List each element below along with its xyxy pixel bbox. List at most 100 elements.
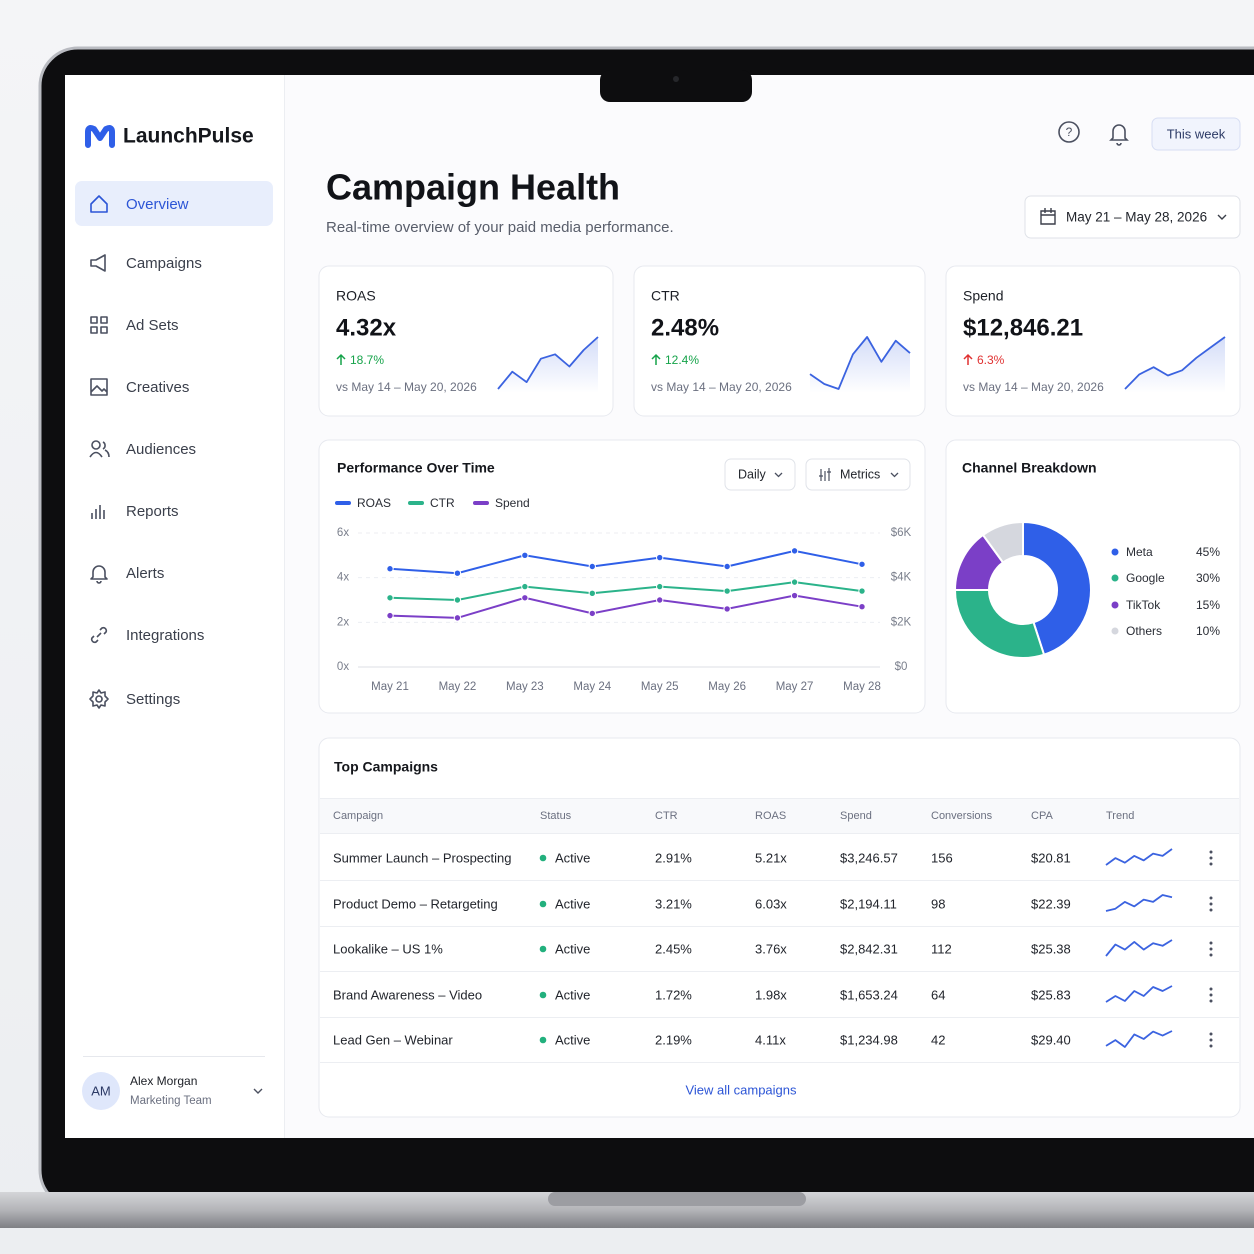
data-point <box>588 562 596 571</box>
table-title: Top Campaigns <box>334 759 438 775</box>
date-range[interactable]: May 21 – May 28, 2026 <box>1066 210 1207 225</box>
row-menu-dot[interactable] <box>1209 1044 1213 1048</box>
view-all-link[interactable]: View all campaigns <box>685 1082 797 1097</box>
y2-tick-label: $6K <box>891 527 912 539</box>
legend-label: ROAS <box>357 496 391 510</box>
kpi-change: 6.3% <box>977 353 1005 367</box>
series-line <box>389 581 863 602</box>
kpi-label: Spend <box>963 288 1003 304</box>
campaign-name[interactable]: Brand Awareness – Video <box>333 987 482 1002</box>
row-menu-dot[interactable] <box>1209 941 1213 945</box>
change-arrow <box>963 353 973 365</box>
control-label[interactable]: Metrics <box>840 467 880 481</box>
nav-item[interactable]: Reports <box>126 503 179 520</box>
nav-item[interactable]: Ad Sets <box>126 317 179 334</box>
table-cell: 6.03x <box>755 896 787 911</box>
column-header: Campaign <box>333 810 383 822</box>
data-point <box>521 594 529 602</box>
logo-mark <box>85 125 115 148</box>
sparkline <box>1105 1030 1173 1048</box>
avatar[interactable] <box>82 1072 120 1110</box>
user-team: Marketing Team <box>130 1095 212 1107</box>
legend-value: 10% <box>1196 624 1220 638</box>
table-cell: 3.21% <box>655 896 692 911</box>
camera-notch <box>600 70 752 102</box>
y2-tick-label: $2K <box>891 616 912 628</box>
y-tick-label: 0x <box>337 661 349 673</box>
control-button[interactable] <box>805 458 911 491</box>
table-cell: Active <box>555 850 590 865</box>
table-cell: 156 <box>931 850 953 865</box>
x-tick-label: May 27 <box>776 681 814 693</box>
data-point <box>453 596 462 604</box>
row-menu-dot[interactable] <box>1209 947 1213 951</box>
row-menu-dot[interactable] <box>1209 953 1213 957</box>
chevron <box>1217 214 1227 220</box>
nav-item[interactable]: Integrations <box>126 627 204 644</box>
help-icon[interactable] <box>1058 121 1080 143</box>
table-cell: Active <box>555 896 590 911</box>
sparkline-area <box>810 337 910 393</box>
help-glyph: ? <box>1066 125 1073 139</box>
table-cell: Active <box>555 1032 590 1047</box>
change-arrow <box>336 353 346 365</box>
sidebar <box>65 75 284 1138</box>
sparkline <box>497 336 599 390</box>
column-header: CPA <box>1031 810 1053 822</box>
nav-item[interactable]: Overview <box>126 196 189 213</box>
nav-item[interactable]: Alerts <box>126 565 164 582</box>
kpi-label: CTR <box>651 288 680 304</box>
table-cell: 98 <box>931 896 945 911</box>
legend-dot <box>1111 548 1119 556</box>
nav-active-bg[interactable] <box>75 181 273 226</box>
campaign-name[interactable]: Summer Launch – Prospecting <box>333 850 511 865</box>
row-menu-dot[interactable] <box>1209 862 1213 866</box>
user-menu-chevron[interactable] <box>253 1088 263 1094</box>
row-menu-dot[interactable] <box>1209 999 1213 1003</box>
column-header: Trend <box>1106 810 1134 822</box>
row-menu-dot[interactable] <box>1209 896 1213 900</box>
series-line <box>389 594 863 619</box>
nav-item[interactable]: Campaigns <box>126 255 202 272</box>
row-menu-dot[interactable] <box>1209 908 1213 912</box>
donut-segment <box>953 589 1046 659</box>
campaign-name[interactable]: Lead Gen – Webinar <box>333 1032 453 1047</box>
legend-value: 45% <box>1196 545 1220 559</box>
campaign-name[interactable]: Product Demo – Retargeting <box>333 896 498 911</box>
date-picker[interactable] <box>1024 195 1241 239</box>
bell-icon[interactable] <box>1109 124 1129 146</box>
nav-item[interactable]: Settings <box>126 691 180 708</box>
kpi-value: 2.48% <box>651 314 719 341</box>
column-header: ROAS <box>755 810 786 822</box>
data-point <box>723 605 731 613</box>
row-menu-dot[interactable] <box>1209 1032 1213 1036</box>
legend-label: TikTok <box>1126 598 1161 612</box>
sparkline-area <box>498 337 598 393</box>
row-menu-dot[interactable] <box>1209 987 1213 991</box>
row-menu-dot[interactable] <box>1209 993 1213 997</box>
nav-item[interactable]: Creatives <box>126 379 189 396</box>
row-menu-dot[interactable] <box>1209 850 1213 854</box>
data-point <box>790 578 799 586</box>
logo-text[interactable]: LaunchPulse <box>123 125 254 148</box>
row-menu-dot[interactable] <box>1209 902 1213 906</box>
table-cell: 112 <box>931 941 952 956</box>
kpi-change: 12.4% <box>665 353 699 367</box>
row-menu-dot[interactable] <box>1209 1038 1213 1042</box>
x-tick-label: May 23 <box>506 681 544 693</box>
kpi-compare: vs May 14 – May 20, 2026 <box>963 380 1104 394</box>
control-label[interactable]: Daily <box>738 467 767 481</box>
period-button[interactable] <box>1151 117 1241 151</box>
campaign-name[interactable]: Lookalike – US 1% <box>333 941 443 956</box>
nav-item[interactable]: Audiences <box>126 441 196 458</box>
donut-segment <box>981 520 1024 564</box>
period-button-label[interactable]: This week <box>1167 126 1226 141</box>
x-tick-label: May 25 <box>641 681 679 693</box>
kpi-label: ROAS <box>336 288 376 304</box>
sparkline <box>1124 336 1226 390</box>
data-point <box>656 582 664 591</box>
chart-title: Performance Over Time <box>337 460 495 476</box>
row-menu-dot[interactable] <box>1209 856 1213 860</box>
control-button[interactable] <box>724 458 796 491</box>
